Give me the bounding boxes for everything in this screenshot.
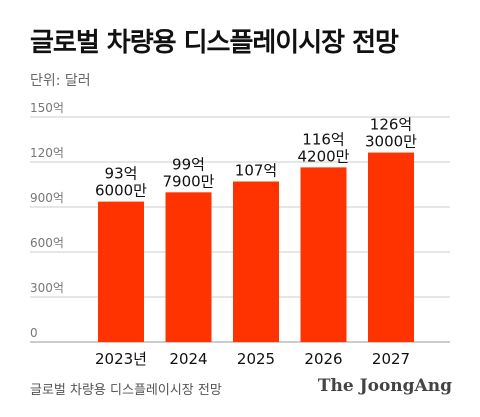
bar-value-label: 107억 xyxy=(235,162,277,180)
x-category-label: 2023년 xyxy=(95,350,147,368)
bar-value-label: 3000만 xyxy=(365,133,417,151)
source-note: 글로벌 차량용 디스플레이시장 전망 xyxy=(30,383,222,398)
x-category-label: 2027 xyxy=(372,350,410,368)
bar xyxy=(233,181,279,342)
bar-value-label: 7900만 xyxy=(163,172,215,190)
bar xyxy=(368,152,414,342)
bar-value-label: 6000만 xyxy=(95,182,147,200)
y-tick-label: 300억 xyxy=(30,281,64,295)
bar xyxy=(98,201,144,342)
x-category-label: 2026 xyxy=(304,350,342,368)
bar-value-label: 4200만 xyxy=(298,147,350,165)
y-tick-label: 900억 xyxy=(30,191,64,205)
y-tick-label: 120억 xyxy=(30,146,64,160)
bar-value-label: 126억 xyxy=(370,116,412,134)
chart-title: 글로벌 차량용 디스플레이시장 전망 xyxy=(30,28,399,58)
bar-value-label: 93억 xyxy=(105,165,138,183)
bar xyxy=(165,192,212,342)
y-tick-label: 0 xyxy=(30,326,38,340)
x-category-label: 2024 xyxy=(169,350,207,368)
unit-label: 단위: 달러 xyxy=(30,73,91,89)
y-tick-label: 150억 xyxy=(30,101,64,115)
bar-value-label: 99억 xyxy=(172,155,205,173)
bar xyxy=(300,167,347,342)
x-category-label: 2025 xyxy=(237,350,275,368)
bar-value-label: 116억 xyxy=(302,130,344,148)
publisher-logo: The JoongAng xyxy=(317,376,452,396)
y-tick-label: 600억 xyxy=(30,236,64,250)
